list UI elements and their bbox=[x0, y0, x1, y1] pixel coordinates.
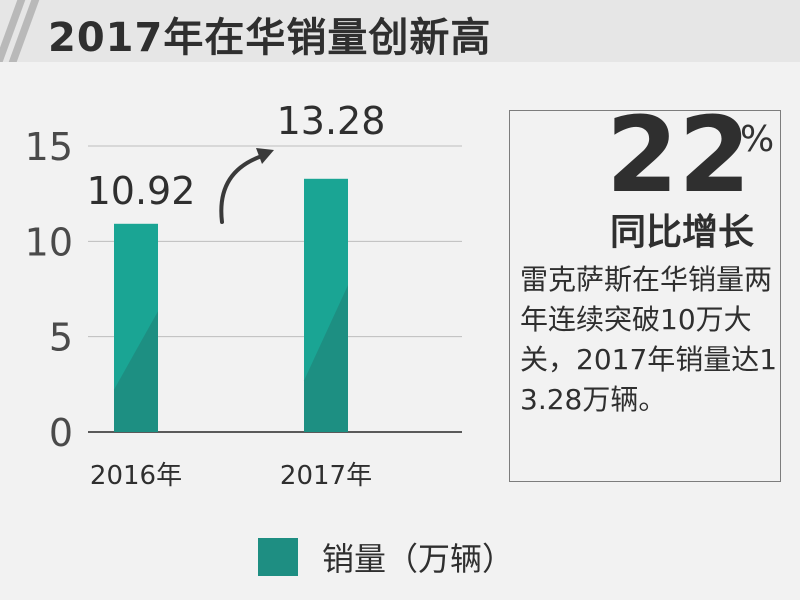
arrow-head bbox=[256, 148, 274, 164]
legend-label: 销量（万辆） bbox=[322, 540, 515, 578]
y-tick-label: 5 bbox=[49, 316, 73, 360]
callout-text: 雷克萨斯在华销量两年连续突破10万大关，2017年销量达13.28万辆。 bbox=[520, 263, 778, 416]
legend-swatch bbox=[258, 538, 298, 576]
category-label: 2017年 bbox=[280, 461, 372, 491]
percent-sign: % bbox=[740, 119, 775, 160]
category-label: 2016年 bbox=[90, 461, 182, 491]
y-tick-label: 10 bbox=[25, 220, 73, 264]
y-tick-label: 15 bbox=[25, 125, 73, 169]
growth-arrow bbox=[219, 154, 264, 224]
page-title: 2017年在华销量创新高 bbox=[48, 15, 492, 61]
growth-percent: 22 bbox=[606, 94, 751, 216]
header-bar: 2017年在华销量创新高 bbox=[0, 0, 800, 62]
data-label: 13.28 bbox=[277, 99, 386, 143]
bar-shade bbox=[114, 311, 158, 432]
growth-label: 同比增长 bbox=[610, 212, 755, 253]
bar-shade bbox=[304, 285, 348, 432]
y-tick-label: 0 bbox=[49, 411, 73, 455]
data-label: 10.92 bbox=[87, 169, 196, 213]
growth-callout: 22 % 同比增长 雷克萨斯在华销量两年连续突破10万大关，2017年销量达13… bbox=[509, 103, 781, 482]
